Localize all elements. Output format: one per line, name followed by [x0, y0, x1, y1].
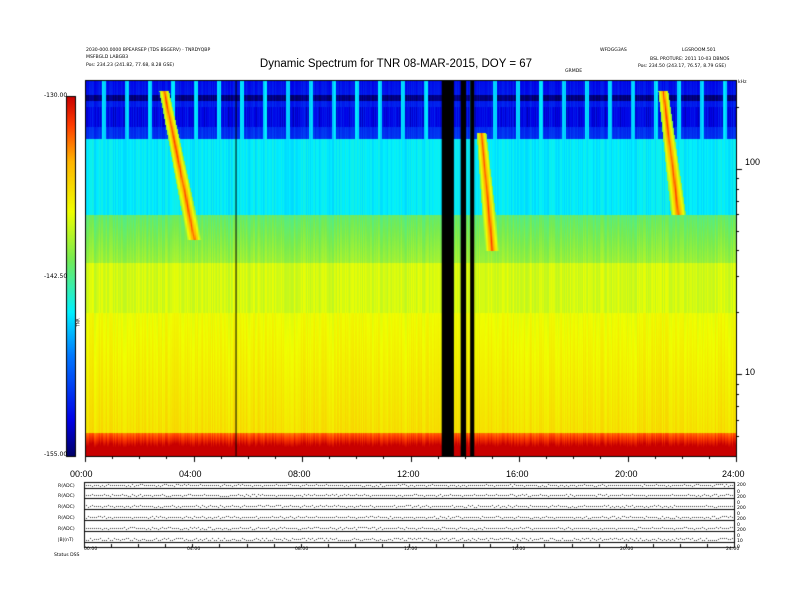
panel-tick-r2: 0: [737, 490, 740, 495]
panel-label-1: R(ADC): [58, 484, 75, 489]
header-meta-left-1: 2030-000.0000 BPEARSEP (TDS BSGERV) · TN…: [86, 48, 211, 53]
y-tick-10: 10: [745, 367, 756, 377]
y-tick-100: 100: [745, 157, 761, 167]
panel-label-4: R(ADC): [58, 516, 75, 521]
header-meta-right-4: Pos: 234.50 (243.17, 76.57, 8.79 GSE): [638, 64, 727, 69]
x-tick-0400: 04:00: [179, 469, 202, 479]
panel-tick-r7: 200: [737, 517, 746, 522]
x-tick-1200: 12:00: [397, 469, 420, 479]
panel-label-5: R(ADC): [58, 527, 75, 532]
panel-x-tick-6: 20:00: [620, 547, 634, 552]
corner-unit-label: kHz: [738, 80, 747, 85]
footer-status-label: Status DSS: [54, 553, 80, 558]
header-meta-left-2: MSFBGLD LABGB3: [86, 55, 129, 60]
colorbar-tick-bottom: -155.00: [44, 451, 68, 458]
panel-label-2: R(ADC): [58, 494, 75, 499]
colorbar-units: TNR: [75, 318, 81, 327]
chart-title: Dynamic Spectrum for TNR 08-MAR-2015, DO…: [259, 58, 533, 70]
panel-x-tick-5: 16:00: [512, 547, 526, 552]
panel-tick-r10: 0: [737, 534, 740, 539]
panel-tick-r11: 10: [737, 539, 743, 544]
x-tick-0800: 08:00: [288, 469, 311, 479]
x-tick-2000: 20:00: [615, 469, 638, 479]
x-tick-1600: 16:00: [506, 469, 529, 479]
panel-tick-r5: 200: [737, 506, 746, 511]
header-meta-left-3: Pos: 234.23 (241.82, 77.68, 8.28 GSE): [86, 63, 175, 68]
panel-label-6: |B|(nT): [58, 538, 74, 543]
colorbar-tick-mid: -142.50: [44, 273, 68, 280]
panel-x-tick-1: 00:00: [84, 547, 98, 552]
colorbar-tick-top: -130.00: [44, 92, 68, 99]
panel-tick-r12: 0: [737, 545, 740, 550]
panel-tick-r3: 200: [737, 495, 746, 500]
x-tick-2400: 24:00: [722, 469, 745, 479]
panel-tick-r1: 200: [737, 483, 746, 488]
panel-tick-r4: 0: [737, 501, 740, 506]
x-tick-0000: 00:00: [70, 469, 93, 479]
panel-x-tick-4: 12:00: [404, 547, 418, 552]
header-meta-right-1: WFDGG3AS: [600, 48, 627, 53]
header-meta-right-3: BSL PROTURE: 2011 10-03 DBNOS: [650, 57, 730, 62]
panel-tick-r6: 0: [737, 512, 740, 517]
header-meta-right-2: LGSROOM.501: [682, 48, 716, 53]
panel-tick-r9: 200: [737, 528, 746, 533]
marker-label: GRMDE: [565, 69, 583, 74]
panel-x-tick-2: 04:00: [187, 547, 201, 552]
panel-x-tick-3: 08:00: [295, 547, 309, 552]
panel-label-3: R(ADC): [58, 505, 75, 510]
panel-x-tick-7: 24:00: [726, 547, 740, 552]
panel-tick-r8: 0: [737, 523, 740, 528]
